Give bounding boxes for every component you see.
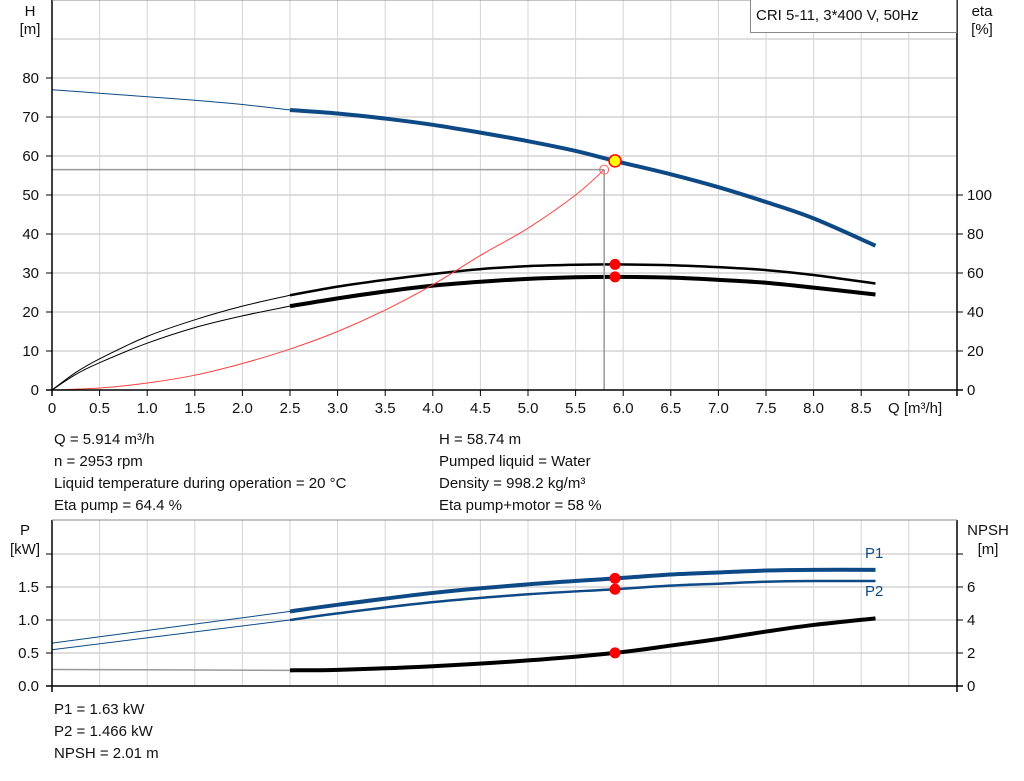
legend-frame — [750, 0, 957, 33]
p-tick-label: 0.0 — [18, 678, 39, 695]
info-speed: n = 2953 rpm — [54, 453, 143, 470]
eta-pump-curve — [289, 263, 876, 297]
info-temperature: Liquid temperature during operation = 20… — [54, 475, 347, 492]
duty-point-p1-marker — [609, 572, 621, 584]
duty-point-head-marker — [608, 154, 622, 168]
system-curve — [51, 169, 605, 391]
duty-points — [599, 154, 622, 659]
curves — [51, 89, 877, 673]
info-p1: P1 = 1.63 kW — [54, 701, 145, 718]
h-tick-label: 20 — [22, 304, 39, 321]
grid — [52, 0, 957, 686]
x-tick-label: 2.0 — [232, 400, 253, 417]
p-axis-name: P — [20, 522, 30, 539]
info-p2: P2 = 1.466 kW — [54, 723, 153, 740]
x-tick-label: 4.0 — [422, 400, 443, 417]
p2-curve-extrapolated — [51, 619, 291, 651]
x-tick-label: 2.5 — [280, 400, 301, 417]
info-npsh: NPSH = 2.01 m — [54, 745, 159, 762]
x-tick-label: 3.5 — [375, 400, 396, 417]
x-tick-label: 0 — [48, 400, 56, 417]
info-head: H = 58.74 m — [439, 431, 522, 448]
duty-point-eta-pump-marker — [609, 258, 621, 270]
axis-labels: H [m] eta [%] Q [m³/h] P [kW] NPSH [m] P… — [10, 3, 1009, 600]
eta-tick-label: 100 — [967, 187, 992, 204]
info-eta-pump: Eta pump = 64.4 % — [54, 497, 182, 514]
p2-curve — [289, 579, 876, 622]
x-tick-label: 8.0 — [803, 400, 824, 417]
p-axis-unit: [kW] — [10, 541, 40, 558]
npsh-tick-label: 4 — [967, 612, 975, 629]
npsh-tick-label: 2 — [967, 645, 975, 662]
x-tick-label: 4.5 — [470, 400, 491, 417]
requested-point-marker — [599, 164, 610, 175]
eta-pump-motor-curve-extrapolated — [51, 305, 291, 391]
eta-axis-unit: [%] — [971, 21, 993, 38]
eta-pump-motor-curve — [289, 274, 876, 309]
legend-title: CRI 5-11, 3*400 V, 50Hz — [756, 7, 919, 24]
x-tick-label: 3.0 — [327, 400, 348, 417]
npsh-curve — [289, 616, 876, 673]
h-tick-label: 50 — [22, 187, 39, 204]
x-tick-label: 6.5 — [660, 400, 681, 417]
info-liquid: Pumped liquid = Water — [439, 453, 591, 470]
eta-axis-name: eta — [972, 3, 994, 20]
info-density: Density = 998.2 kg/m³ — [439, 475, 586, 492]
p-tick-label: 0.5 — [18, 645, 39, 662]
h-tick-label: 30 — [22, 265, 39, 282]
p1-curve-extrapolated — [51, 610, 291, 644]
h-axis-unit: [m] — [20, 21, 41, 38]
p1-curve — [289, 567, 876, 614]
p1-series-label: P1 — [865, 545, 883, 562]
h-curve — [289, 107, 877, 248]
axes: 0 0.5 1.0 1.5 2.0 2.5 3.0 3.5 4.0 4.5 5.0 5.5 6.0 6.5… — [18, 0, 992, 695]
eta-tick-label: 80 — [967, 226, 984, 243]
npsh-axis-name: NPSH — [967, 522, 1009, 539]
h-tick-label: 60 — [22, 148, 39, 165]
npsh-tick-label: 6 — [967, 579, 975, 596]
h-curve-extrapolated — [51, 89, 291, 111]
h-tick-label: 80 — [22, 70, 39, 87]
h-tick-label: 0 — [31, 382, 39, 399]
eta-pump-curve-extrapolated — [51, 294, 291, 391]
p-tick-label: 1.0 — [18, 612, 39, 629]
eta-tick-label: 20 — [967, 343, 984, 360]
x-tick-label: 5.0 — [518, 400, 539, 417]
info-bottom: P1 = 1.63 kW P2 = 1.466 kW NPSH = 2.01 m — [54, 699, 159, 765]
q-axis-label: Q [m³/h] — [888, 400, 942, 417]
x-tick-label: 5.5 — [565, 400, 586, 417]
eta-tick-label: 40 — [967, 304, 984, 321]
h-tick-label: 40 — [22, 226, 39, 243]
eta-tick-label: 60 — [967, 265, 984, 282]
eta-tick-label: 0 — [967, 382, 975, 399]
h-tick-label: 10 — [22, 343, 39, 360]
npsh-curve-extrapolated — [51, 668, 291, 672]
info-left: Q = 5.914 m³/h n = 2953 rpm Liquid tempe… — [54, 429, 346, 517]
h-tick-label: 70 — [22, 109, 39, 126]
x-tick-label: 6.0 — [613, 400, 634, 417]
x-tick-label: 7.0 — [708, 400, 729, 417]
npsh-axis-unit: [m] — [978, 541, 999, 558]
npsh-tick-label: 0 — [967, 678, 975, 695]
x-tick-label: 1.0 — [137, 400, 158, 417]
duty-point-eta-pump-motor-marker — [609, 271, 621, 283]
x-tick-label: 8.5 — [851, 400, 872, 417]
x-tick-label: 0.5 — [89, 400, 110, 417]
p2-series-label: P2 — [865, 583, 883, 600]
info-flow: Q = 5.914 m³/h — [54, 431, 155, 448]
h-axis-name: H — [25, 3, 36, 20]
info-right: H = 58.74 m Pumped liquid = Water Densit… — [439, 429, 602, 517]
p-tick-label: 1.5 — [18, 579, 39, 596]
legend-box: CRI 5-11, 3*400 V, 50Hz — [750, 0, 957, 33]
x-tick-label: 7.5 — [756, 400, 777, 417]
duty-point-p2-marker — [609, 583, 621, 595]
duty-point-npsh-marker — [609, 647, 621, 659]
info-eta-pump-motor: Eta pump+motor = 58 % — [439, 497, 602, 514]
x-tick-label: 1.5 — [184, 400, 205, 417]
